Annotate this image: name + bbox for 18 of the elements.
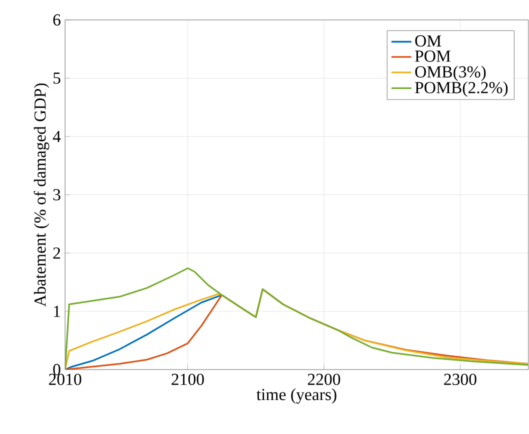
x-tick-label: 2100 [172,374,204,385]
legend-label: OMB(3%) [415,66,486,81]
x-tick-label: 2010 [49,374,82,385]
y-tick-label: 0 [53,364,60,376]
y-tick-label: 5 [54,72,60,84]
y-tick-label: 3 [53,188,60,200]
legend-label: POM [415,50,450,62]
y-tick-label: 2 [53,247,60,258]
legend-label: POMB(2.2%) [415,81,508,97]
y-tick-label: 4 [52,130,61,142]
y-tick-label: 1 [54,306,60,317]
x-tick-label: 2300 [444,374,476,385]
x-tick-label: 2200 [308,374,340,385]
y-tick-label: 6 [53,14,60,26]
line-series [65,294,223,370]
x-axis-title: time (years) [256,388,336,404]
y-axis-title: Abatement (% of damaged GDP) [34,83,50,306]
legend-label: OM [415,35,442,46]
